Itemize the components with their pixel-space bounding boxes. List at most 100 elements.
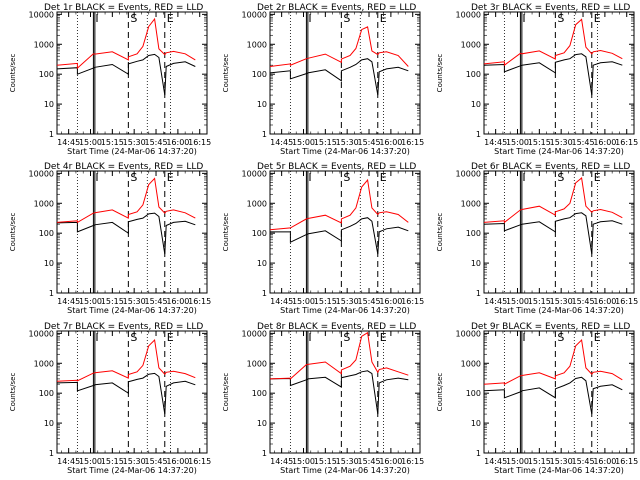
series-events-line [56, 372, 196, 415]
x-axis-label: Start Time (24-Mar-06 14:37:20) [67, 466, 197, 475]
x-tick-label: 15:00 [506, 138, 529, 147]
x-tick-label: 16:15 [615, 297, 638, 306]
y-tick-label: 100 [39, 70, 54, 79]
x-tick-label: 15:45 [571, 138, 594, 147]
y-tick-label: 10000 [242, 10, 267, 19]
chart-panel-6: Det 6r BLACK = Events, RED = LLD 1 10 100 10… [436, 162, 638, 315]
x-tick-label: 14:45 [484, 297, 507, 306]
series-events-line [56, 53, 196, 96]
y-tick-label: 1 [476, 289, 481, 298]
y-tick-label: 1000 [247, 199, 267, 208]
y-tick-label: 1 [262, 130, 267, 139]
y-tick-label: 10000 [456, 329, 481, 338]
chart-title: Det 7r BLACK = Events, RED = LLD [44, 322, 203, 332]
x-tick-label: 15:00 [506, 297, 529, 306]
marker-letter-e: E [380, 12, 387, 25]
x-tick-label: 15:45 [357, 138, 380, 147]
marker-letter-i: I [522, 331, 525, 344]
chart-title: Det 9r BLACK = Events, RED = LLD [471, 322, 630, 332]
x-tick-label: 16:00 [166, 457, 189, 466]
x-axis-label: Start Time (24-Mar-06 14:37:20) [494, 466, 624, 475]
x-tick-label: 15:30 [123, 297, 146, 306]
x-tick-label: 15:15 [314, 138, 337, 147]
y-axis-label: Counts/sec [436, 54, 444, 93]
x-axis-label: Start Time (24-Mar-06 14:37:20) [280, 147, 410, 156]
x-tick-label: 15:15 [314, 457, 337, 466]
x-tick-label: 14:45 [57, 297, 80, 306]
plot-frame [56, 11, 208, 135]
y-tick-label: 1000 [461, 199, 481, 208]
marker-letter-i: I [308, 331, 311, 344]
marker-letter-s: S [130, 331, 137, 344]
marker-letter-i: I [95, 171, 98, 184]
y-tick-label: 1000 [247, 359, 267, 368]
x-tick-label: 15:30 [550, 457, 573, 466]
chart-panel-9: Det 9r BLACK = Events, RED = LLD 1 10 100 10… [436, 322, 638, 475]
x-tick-label: 14:45 [484, 138, 507, 147]
x-tick-label: 15:30 [336, 457, 359, 466]
y-tick-label: 1000 [34, 40, 54, 49]
y-tick-label: 100 [252, 229, 267, 238]
x-tick-label: 14:45 [57, 457, 80, 466]
x-axis-label: Start Time (24-Mar-06 14:37:20) [494, 147, 624, 156]
y-tick-label: 10000 [456, 10, 481, 19]
y-tick-label: 1000 [461, 40, 481, 49]
x-tick-label: 16:15 [188, 138, 211, 147]
x-tick-label: 16:15 [401, 138, 424, 147]
x-tick-label: 16:15 [401, 297, 424, 306]
marker-letter-e: E [380, 171, 387, 184]
chart-panel-5: Det 5r BLACK = Events, RED = LLD 1 10 100 10… [222, 162, 424, 315]
x-tick-label: 15:15 [528, 138, 551, 147]
y-tick-label: 10000 [29, 329, 54, 338]
x-axis-label: Start Time (24-Mar-06 14:37:20) [67, 147, 197, 156]
x-tick-label: 16:15 [188, 457, 211, 466]
series-lld-line [269, 26, 409, 67]
x-tick-label: 15:00 [292, 297, 315, 306]
y-tick-label: 10 [44, 259, 54, 268]
marker-letter-e: E [380, 331, 387, 344]
y-tick-label: 10000 [29, 169, 54, 178]
marker-letter-e: E [167, 331, 174, 344]
y-axis-label: Counts/sec [436, 213, 444, 252]
marker-letter-s: S [343, 171, 350, 184]
y-tick-label: 10 [257, 259, 267, 268]
x-tick-label: 16:00 [379, 138, 402, 147]
y-tick-label: 100 [252, 389, 267, 398]
chart-panel-7: Det 7r BLACK = Events, RED = LLD 1 10 100 10… [9, 322, 211, 475]
x-tick-label: 15:45 [144, 138, 167, 147]
x-axis-label: Start Time (24-Mar-06 14:37:20) [67, 306, 197, 315]
marker-letter-s: S [343, 331, 350, 344]
x-tick-label: 15:30 [550, 138, 573, 147]
x-tick-label: 16:15 [401, 457, 424, 466]
x-tick-label: 15:45 [571, 457, 594, 466]
plot-frame [483, 330, 635, 454]
y-tick-label: 1 [49, 130, 54, 139]
plot-frame [56, 170, 208, 294]
chart-title: Det 8r BLACK = Events, RED = LLD [257, 322, 416, 332]
y-tick-label: 10000 [242, 169, 267, 178]
x-tick-label: 16:15 [615, 138, 638, 147]
marker-letter-i: I [95, 12, 98, 25]
series-lld-line [56, 17, 196, 70]
y-tick-label: 1 [476, 449, 481, 458]
x-axis-label: Start Time (24-Mar-06 14:37:20) [280, 466, 410, 475]
series-lld-line [483, 177, 623, 224]
x-tick-label: 16:00 [593, 457, 616, 466]
x-tick-label: 15:45 [144, 457, 167, 466]
marker-letter-e: E [594, 12, 601, 25]
plot-frame [269, 330, 421, 454]
series-lld-line [56, 338, 196, 382]
y-tick-label: 10 [44, 419, 54, 428]
y-tick-label: 1 [476, 130, 481, 139]
y-tick-label: 1 [49, 289, 54, 298]
x-tick-label: 15:30 [550, 297, 573, 306]
series-lld-line [269, 178, 409, 231]
chart-title: Det 2r BLACK = Events, RED = LLD [257, 3, 416, 13]
y-tick-label: 10000 [456, 169, 481, 178]
y-axis-label: Counts/sec [9, 54, 17, 93]
x-tick-label: 15:45 [357, 457, 380, 466]
x-tick-label: 15:30 [123, 457, 146, 466]
x-tick-label: 16:00 [166, 138, 189, 147]
series-events-line [483, 376, 623, 415]
